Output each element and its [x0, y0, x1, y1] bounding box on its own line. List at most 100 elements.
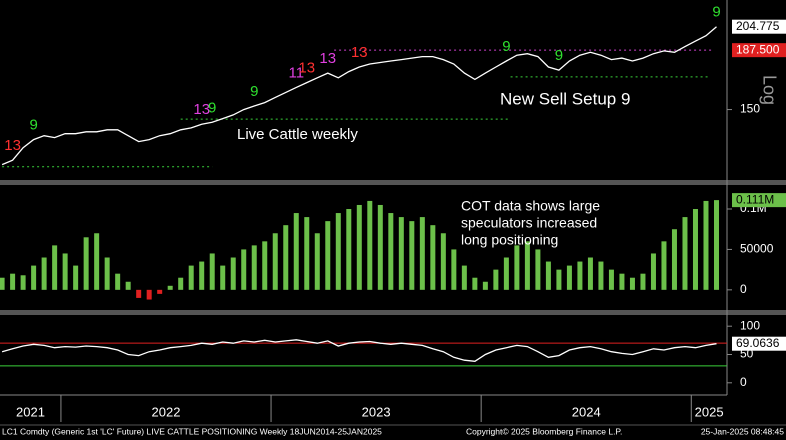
bar	[482, 281, 488, 290]
bar	[514, 245, 520, 290]
bar	[178, 277, 184, 290]
td-count-label: 13	[298, 60, 315, 77]
td-count-label: 13	[351, 44, 368, 61]
td-count-label: 9	[712, 4, 720, 21]
bar	[251, 245, 257, 290]
last-value-label: 69.0636	[736, 336, 780, 350]
bar	[451, 249, 457, 290]
bar	[241, 249, 247, 290]
td-count-label: 13	[319, 50, 336, 67]
bar	[472, 277, 478, 290]
x-tick-label: 2023	[362, 404, 391, 419]
bar	[367, 200, 373, 290]
annotation: COT data shows large	[461, 198, 600, 214]
td-count-label: 9	[555, 47, 563, 64]
last-value-box	[732, 193, 786, 208]
bar	[146, 289, 152, 300]
bar	[650, 253, 656, 290]
bar	[115, 273, 121, 290]
bar	[545, 261, 551, 290]
y-axis-label: Log	[759, 75, 779, 105]
footer-left: LC1 Comdty (Generic 1st 'LC' Future) LIV…	[2, 426, 382, 436]
bar	[125, 281, 131, 290]
bar	[440, 233, 446, 290]
bar	[661, 241, 667, 290]
bar	[388, 213, 394, 290]
annotation: long positioning	[461, 232, 558, 248]
y-tick-label: 0	[740, 282, 747, 296]
bar	[314, 233, 320, 290]
bar	[52, 245, 58, 290]
bar	[619, 273, 625, 290]
bar	[566, 265, 572, 290]
bar	[430, 225, 436, 290]
bar	[692, 209, 698, 290]
bar	[304, 217, 310, 290]
bar	[188, 265, 194, 290]
y-tick-label: 150	[740, 102, 760, 116]
bar	[157, 289, 163, 294]
bar	[535, 249, 541, 290]
last-value-label: 0.111M	[736, 192, 774, 206]
bar	[629, 277, 635, 290]
level-label: 187.500	[736, 42, 780, 56]
bar	[671, 229, 677, 290]
bar	[283, 225, 289, 290]
bar	[220, 265, 226, 290]
bar	[419, 217, 425, 290]
x-tick-label: 2022	[152, 404, 181, 419]
td-count-label: 9	[208, 99, 216, 116]
level-label-box	[732, 43, 786, 58]
annotation: speculators increased	[461, 215, 597, 231]
annotation: New Sell Setup 9	[500, 89, 630, 108]
bar	[31, 265, 37, 290]
bar	[41, 257, 47, 290]
last-value-box	[732, 336, 786, 351]
td-count-label: 9	[29, 117, 37, 134]
bar	[73, 265, 79, 290]
bar	[682, 217, 688, 290]
bar	[230, 257, 236, 290]
bar	[199, 261, 205, 290]
bar	[640, 273, 646, 290]
y-tick-label: 50000	[740, 242, 774, 256]
y-tick-label: 100	[740, 318, 760, 332]
bar	[556, 269, 562, 290]
series-line	[1, 339, 717, 362]
bar	[0, 277, 5, 290]
bar	[587, 257, 593, 290]
panel-separator	[0, 310, 786, 315]
bar	[83, 237, 89, 290]
td-count-label: 13	[193, 101, 210, 118]
series-line	[1, 26, 717, 166]
td-count-label: 9	[250, 83, 258, 100]
bar	[461, 265, 467, 290]
bar	[10, 273, 16, 290]
panel-separator	[0, 180, 786, 185]
bar	[335, 213, 341, 290]
td-count-label: 11	[288, 64, 304, 81]
bar	[104, 257, 110, 290]
bar	[62, 253, 68, 290]
bar	[94, 233, 100, 290]
bar	[346, 209, 352, 290]
bar	[356, 204, 362, 290]
y-tick-label: 0	[740, 375, 747, 389]
bar	[293, 213, 299, 290]
footer-right: 25-Jan-2025 08:48:45	[701, 426, 784, 436]
bar	[136, 289, 142, 298]
bar	[209, 253, 215, 290]
bar	[262, 241, 268, 290]
bar	[377, 204, 383, 290]
td-count-label: 13	[4, 137, 21, 154]
bar	[409, 221, 415, 290]
bar	[703, 200, 709, 290]
bar	[167, 285, 173, 290]
bar	[577, 261, 583, 290]
x-tick-label: 2024	[572, 404, 601, 419]
bar	[398, 217, 404, 290]
bar	[713, 200, 719, 290]
footer-center: Copyright© 2025 Bloomberg Finance L.P.	[466, 426, 622, 436]
bar	[598, 261, 604, 290]
